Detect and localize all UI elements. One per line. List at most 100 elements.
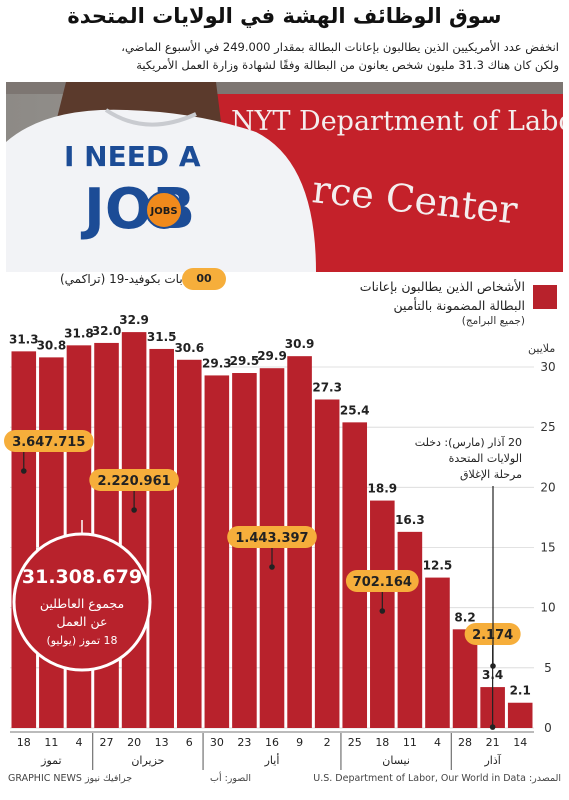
bar-value-label: 8.2 [454,610,475,624]
lockdown-annotation: 20 آذار (مارس): دخلت الولايات المتحدة مر… [404,435,522,483]
bar-value-label: 31.3 [9,332,39,346]
covid-legend-badge: 00 [182,268,226,290]
y-axis: 0 5 10 15 20 25 30 [540,360,555,735]
y-tick-label: 15 [540,541,555,555]
covid-badge-label: 3.647.715 [12,435,85,450]
x-tick-label: 20 [127,736,141,749]
value-labels: 2.13.48.212.516.318.925.427.330.929.929.… [9,313,531,698]
bar-value-label: 12.5 [423,559,453,573]
bar [452,629,478,728]
white-tshirt [6,109,316,272]
x-tick-label: 23 [237,736,251,749]
x-tick-label: 4 [75,736,82,749]
y-axis-unit: ملايين [528,342,556,355]
total-circle [12,486,496,672]
x-tick-label: 18 [375,736,389,749]
month-label: آذار [483,753,501,767]
bar-value-label: 29.3 [202,356,232,370]
x-tick-label: 30 [210,736,224,749]
lockdown-annotation-line-1: 20 آذار (مارس): دخلت [414,436,522,449]
month-label: أيار [264,753,280,767]
covid-marker-dot [269,564,275,570]
covid-badge [4,430,94,452]
bar-value-label: 30.6 [174,341,204,355]
bar-value-label: 32.9 [119,313,149,327]
covid-badge [345,570,419,592]
x-tick-label: 11 [44,736,58,749]
covid-marker-dot [379,608,386,614]
jobs-badge-text: JOBS [149,206,177,217]
bar [149,348,174,728]
footer-source: المصدر: U.S. Department of Labor, Our Wo… [313,773,561,784]
legend-swatch [533,285,557,309]
month-label: حزيران [131,754,164,767]
covid-badge [227,526,317,548]
bar [176,359,202,728]
covid-marker-dot [131,507,137,513]
x-tick-label: 6 [186,736,193,749]
bar [232,373,257,728]
y-tick-label: 10 [540,601,555,615]
total-value: 31.308.679 [21,566,143,588]
x-axis: 14 21 28 4 11 18 25 2 9 16 23 30 6 13 20 27 4 11 18 آذار نيس… [10,731,534,770]
lockdown-marker-dot [490,663,496,669]
header-photo: NYT Department of Labor rce Center I NEE… [6,82,563,272]
x-tick-label: 27 [100,736,114,749]
bar [204,375,230,728]
footer-photo-credit: الصور: أب [210,773,252,784]
lockdown-annotation-line-2: الولايات المتحدة [448,452,522,465]
sign-text-1: NYT Department of Labor [231,106,563,137]
bar [11,351,37,728]
bars [11,332,533,728]
bar [507,702,533,728]
jobs-badge-icon [145,191,183,229]
covid-badge [89,469,179,491]
bar-value-label: 25.4 [340,403,370,417]
x-tick-label: 21 [486,736,500,749]
x-tick-label: 14 [513,736,527,749]
bar-value-label: 29.5 [230,354,260,368]
total-date: 18 تموز (يوليو) [46,634,118,647]
x-tick-label: 18 [17,736,31,749]
bar-value-label: 30.8 [37,338,67,352]
covid-badge-label: 1.443.397 [235,531,308,546]
legend-label-line-1: الأشخاص الذين يطالبون بإعانات [359,279,525,294]
total-label-line-2: عن العمل [56,614,108,629]
bar-value-label: 16.3 [395,513,425,527]
y-tick-label: 25 [540,420,555,434]
bar [121,332,147,728]
shirt-text-1: I NEED A [64,140,201,173]
bar [314,399,340,728]
x-tick-label: 13 [155,736,169,749]
bar-value-label: 18.9 [368,482,398,496]
footer-credit: GRAPHIC NEWS جرافيك نيوز [8,773,133,784]
covid-badge-label: 702.164 [353,575,412,590]
x-tick-label: 4 [434,736,441,749]
y-tick-label: 20 [540,480,555,494]
month-label: نيسان [382,754,410,767]
legend-note: (جميع البرامج) [461,315,525,327]
subtitle-line-1: انخفض عدد الأمريكيين الذين يطالبون بإعان… [121,40,559,54]
bar-value-label: 29.9 [257,349,287,363]
legend-label-line-2: البطالة المضمونة بالتأمين [393,298,525,313]
subtitle-line-2: ولكن كان هناك 31.3 مليون شخص يعانون من ا… [136,58,559,72]
bar [425,577,450,728]
x-tick-label: 16 [265,736,279,749]
x-tick-label: 9 [296,736,303,749]
covid-badge-label: 2.220.961 [98,474,171,489]
bar-value-label: 31.5 [147,330,177,344]
x-tick-label: 28 [458,736,472,749]
x-tick-label: 2 [324,736,331,749]
bar-value-label: 27.3 [312,380,342,394]
covid-marker-dot [489,724,496,730]
page-title: سوق الوظائف الهشة في الولايات المتحدة [67,4,502,28]
y-tick-label: 0 [544,721,552,735]
bar-value-label: 2.1 [510,684,531,698]
total-label-line-1: مجموع العاطلين [39,596,125,611]
month-label: تموز [40,754,61,767]
bar-value-label: 30.9 [285,337,315,351]
bar [397,531,423,728]
